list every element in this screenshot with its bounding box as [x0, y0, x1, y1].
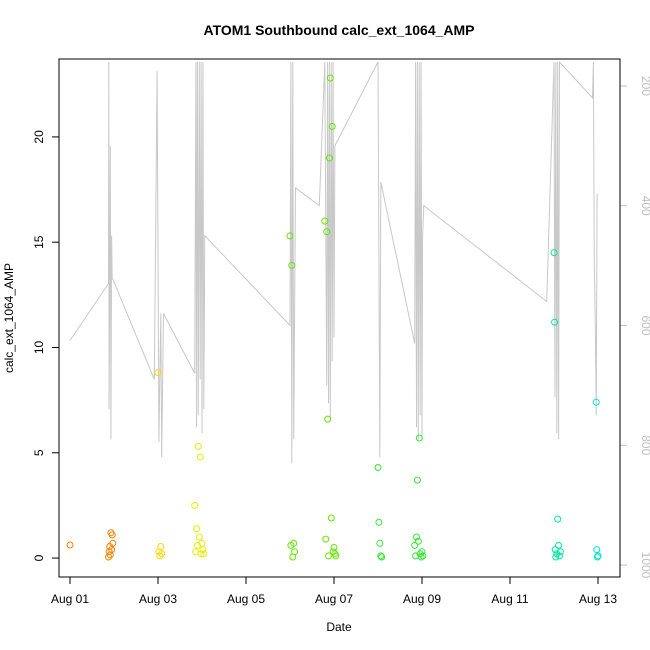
x-tick-label: Aug 07 — [315, 592, 353, 606]
y-tick-label: 20 — [32, 130, 46, 144]
right-tick-label: 1000 — [639, 552, 650, 579]
right-tick-label: 200 — [639, 76, 650, 96]
data-point — [551, 318, 559, 326]
data-point — [415, 434, 423, 442]
data-point — [157, 543, 165, 550]
y-tick-label: 10 — [32, 340, 46, 354]
data-point — [108, 546, 116, 554]
data-point — [418, 548, 426, 556]
data-point — [325, 154, 333, 162]
data-point — [378, 553, 386, 561]
scatter-points — [66, 74, 602, 561]
data-point — [191, 501, 199, 509]
data-point — [328, 122, 336, 130]
y-tick-label: 5 — [32, 449, 46, 456]
right-tick-label: 400 — [639, 196, 650, 216]
data-point — [291, 548, 299, 556]
data-point — [200, 550, 208, 558]
data-point — [321, 217, 329, 225]
data-point — [325, 552, 332, 560]
data-point — [66, 541, 74, 549]
data-point — [326, 74, 334, 82]
data-point — [592, 398, 600, 406]
plot-frame — [58, 58, 621, 578]
data-point — [550, 249, 558, 257]
data-point — [194, 442, 202, 450]
data-point — [332, 552, 340, 560]
x-tick-label: Aug 11 — [491, 592, 528, 606]
x-tick-label: Aug 09 — [403, 592, 441, 606]
data-point — [555, 541, 563, 549]
data-point — [556, 548, 564, 556]
data-point — [556, 552, 563, 560]
data-point — [323, 228, 331, 236]
data-point — [109, 539, 117, 547]
data-point — [324, 415, 332, 423]
data-point — [419, 552, 427, 560]
data-point — [199, 546, 207, 554]
data-point — [375, 518, 383, 526]
data-point — [154, 369, 162, 377]
data-point — [413, 476, 421, 484]
data-point — [374, 464, 382, 471]
data-point — [156, 552, 164, 560]
line-series-path — [69, 60, 598, 464]
y-tick-label: 0 — [32, 554, 46, 561]
data-point — [417, 553, 425, 561]
data-point — [286, 232, 294, 240]
data-point — [594, 552, 602, 560]
data-point — [376, 539, 384, 547]
x-tick-label: Aug 01 — [51, 592, 89, 606]
data-point — [593, 546, 601, 554]
data-point — [377, 552, 385, 560]
data-point — [158, 550, 166, 558]
data-point — [195, 533, 203, 541]
data-point — [105, 553, 112, 561]
data-point — [327, 514, 335, 522]
x-tick-label: Aug 05 — [227, 592, 265, 606]
y-tick-label: 15 — [32, 235, 46, 249]
chart-title: ATOM1 Southbound calc_ext_1064_AMP — [204, 22, 475, 38]
data-point — [290, 539, 298, 547]
data-point — [413, 533, 420, 541]
data-point — [411, 541, 419, 549]
x-tick-label: Aug 13 — [579, 592, 617, 606]
data-point — [288, 261, 296, 269]
x-tick-label: Aug 03 — [139, 592, 177, 606]
data-point — [552, 553, 560, 561]
right-tick-label: 600 — [639, 315, 650, 335]
data-point — [193, 525, 200, 533]
data-point — [322, 535, 330, 543]
y-axis-label: calc_ext_1064_AMP — [2, 263, 16, 373]
x-axis-label: Date — [326, 620, 352, 634]
data-point — [554, 515, 562, 523]
right-tick-label: 800 — [639, 435, 650, 455]
data-point — [196, 453, 204, 461]
data-point — [414, 537, 422, 545]
data-point — [108, 531, 116, 539]
data-point — [197, 550, 205, 558]
line-series — [69, 60, 598, 464]
